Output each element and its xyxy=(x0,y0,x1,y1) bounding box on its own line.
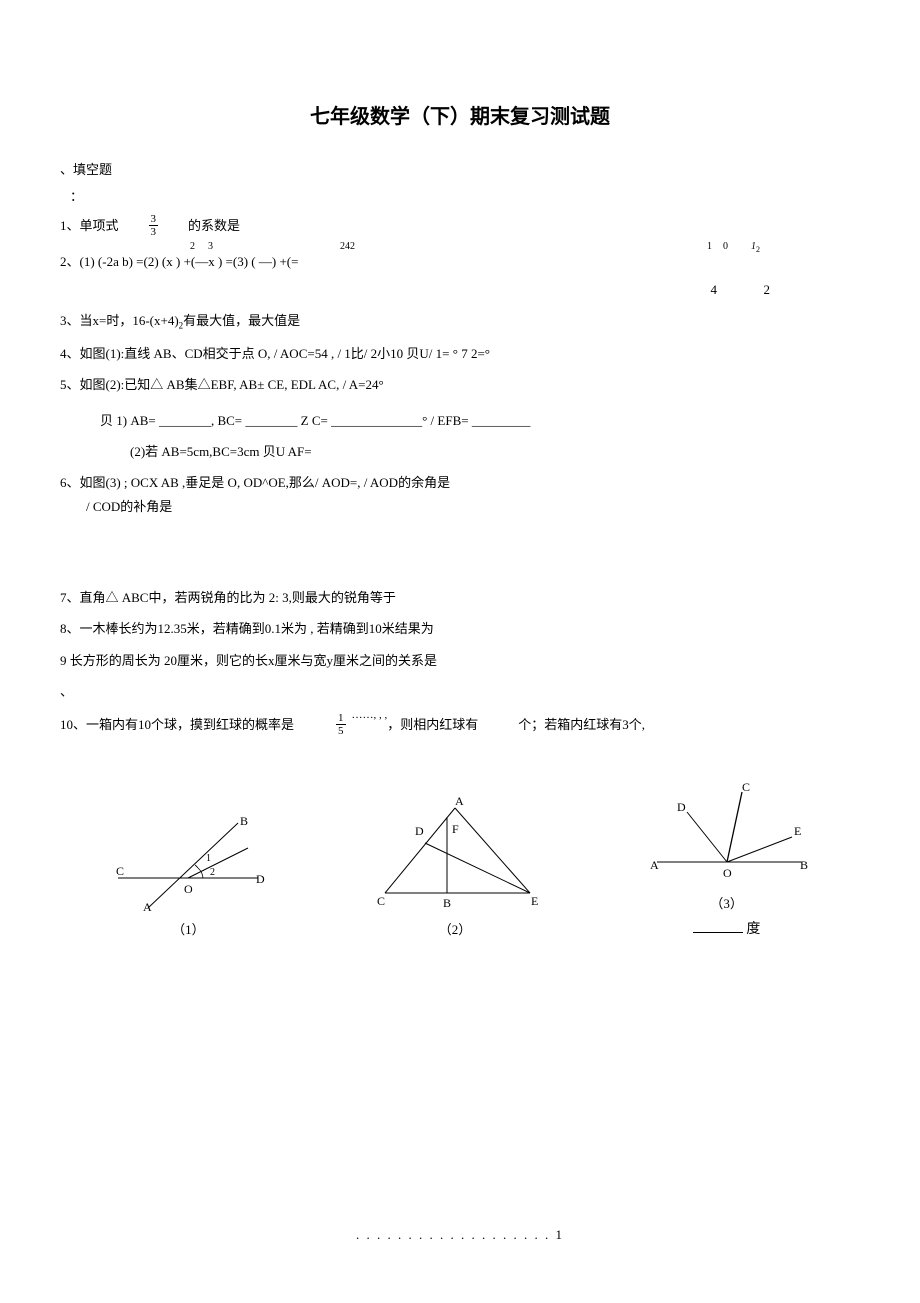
p10-frac-num: 1 xyxy=(336,712,346,725)
section-label-2: ： xyxy=(70,186,860,205)
problem-3: 3、当x=时，16-(x+4)2有最大值，最大值是 xyxy=(60,309,860,334)
problem-9: 9 长方形的周长为 20厘米，则它的长x厘米与宽y厘米之间的关系是 xyxy=(60,649,860,672)
p2-r1b: 0 xyxy=(723,241,728,252)
problem-4: 4、如图(1):直线 AB、CD相交于点 O, / AOC=54 , / 1比/… xyxy=(60,342,860,365)
figure-2-caption: （2） xyxy=(355,919,555,938)
svg-text:C: C xyxy=(116,864,124,878)
problem-2: 2 3 242 1 0 12 2、(1) (-2a b) =(2) (x ) +… xyxy=(60,250,860,301)
problem-9b: 、 xyxy=(60,680,860,703)
figure-1: C D A B O 1 2 （1） xyxy=(98,803,278,938)
svg-text:D: D xyxy=(256,872,265,886)
svg-text:B: B xyxy=(800,858,808,872)
figure-2-svg: A D F C B E xyxy=(355,793,555,913)
figure-3-caption: （3） xyxy=(632,893,822,912)
p2-sup1: 2 xyxy=(190,238,195,256)
svg-text:F: F xyxy=(452,822,459,836)
p1-frac-den: 3 xyxy=(149,226,159,238)
figures-row: C D A B O 1 2 （1） A D F C B E （2） xyxy=(60,777,860,938)
p1-frac-num: 3 xyxy=(149,213,159,226)
problem-5b: (2)若 AB=5cm,BC=3cm 贝U AF= xyxy=(130,440,860,463)
figure-3-svg: A B C D E O xyxy=(632,777,822,887)
svg-text:B: B xyxy=(443,896,451,910)
figure-3: A B C D E O （3） 度 xyxy=(632,777,822,938)
problem-8: 8、一木棒长约为12.35米，若精确到0.1米为 , 若精确到10米结果为 xyxy=(60,617,860,640)
p2-r1sup: 2 xyxy=(756,245,760,254)
p2-r2a: 4 xyxy=(711,282,718,297)
p10-prefix: 10、一箱内有10个球，摸到红球的概率是 xyxy=(60,713,294,736)
p1-suffix: 的系数是 xyxy=(188,214,240,237)
figure-3-extra: 度 xyxy=(746,922,760,937)
p3-suffix: 有最大值，最大值是 xyxy=(183,313,300,328)
svg-text:A: A xyxy=(455,794,464,808)
figure-2: A D F C B E （2） xyxy=(355,793,555,938)
p6-line1: 6、如图(3) ; OCX AB ,垂足是 O, OD^OE,那么/ AOD=,… xyxy=(60,471,860,494)
p10-frac-den: 5 xyxy=(336,725,346,737)
svg-text:C: C xyxy=(377,894,385,908)
problem-10: 10、一箱内有10个球，摸到红球的概率是 1 5 ……, , , ，则相内红球有… xyxy=(60,712,860,737)
section-label-1: 、填空题 xyxy=(60,159,860,178)
p2-sup3: 242 xyxy=(340,238,355,256)
document-title: 七年级数学（下）期末复习测试题 xyxy=(60,100,860,129)
svg-text:O: O xyxy=(184,882,193,896)
figure-1-svg: C D A B O 1 2 xyxy=(98,803,278,913)
p1-prefix: 1、单项式 xyxy=(60,214,119,237)
svg-text:E: E xyxy=(531,894,538,908)
svg-text:D: D xyxy=(677,800,686,814)
problem-6: 6、如图(3) ; OCX AB ,垂足是 O, OD^OE,那么/ AOD=,… xyxy=(60,471,860,518)
problem-7: 7、直角△ ABC中，若两锐角的比为 2: 3,则最大的锐角等于 xyxy=(60,586,860,609)
svg-text:O: O xyxy=(723,866,732,880)
p2-sup2: 3 xyxy=(208,238,213,256)
p2-r2b: 2 xyxy=(764,282,771,297)
svg-text:1: 1 xyxy=(206,853,211,864)
svg-text:B: B xyxy=(240,814,248,828)
problem-1: 1、单项式 3 3 的系数是 xyxy=(60,213,860,238)
problem-5a: 贝 1) AB= ________, BC= ________ Z C= ___… xyxy=(100,409,860,432)
p6-line2: / COD的补角是 xyxy=(86,495,860,518)
svg-text:2: 2 xyxy=(210,867,215,878)
p2-text: 2、(1) (-2a b) =(2) (x ) +(—x ) =(3) ( —)… xyxy=(60,254,298,269)
p10-dots: ……, , , xyxy=(352,706,388,726)
p3-text: 3、当x=时，16-(x+4) xyxy=(60,313,179,328)
page-footer: . . . . . . . . . . . . . . . . . . . 1 xyxy=(0,1227,920,1243)
p10-mid: ，则相内红球有 xyxy=(387,713,478,736)
svg-text:E: E xyxy=(794,824,801,838)
svg-text:A: A xyxy=(143,900,152,913)
svg-text:A: A xyxy=(650,858,659,872)
svg-text:C: C xyxy=(742,780,750,794)
figure-1-caption: （1） xyxy=(98,919,278,938)
p10-suffix: 个；若箱内红球有3个, xyxy=(518,713,645,736)
problem-5: 5、如图(2):已知△ AB集△EBF, AB± CE, EDL AC, / A… xyxy=(60,373,860,396)
p2-r1a: 1 xyxy=(707,241,712,252)
svg-text:D: D xyxy=(415,824,424,838)
